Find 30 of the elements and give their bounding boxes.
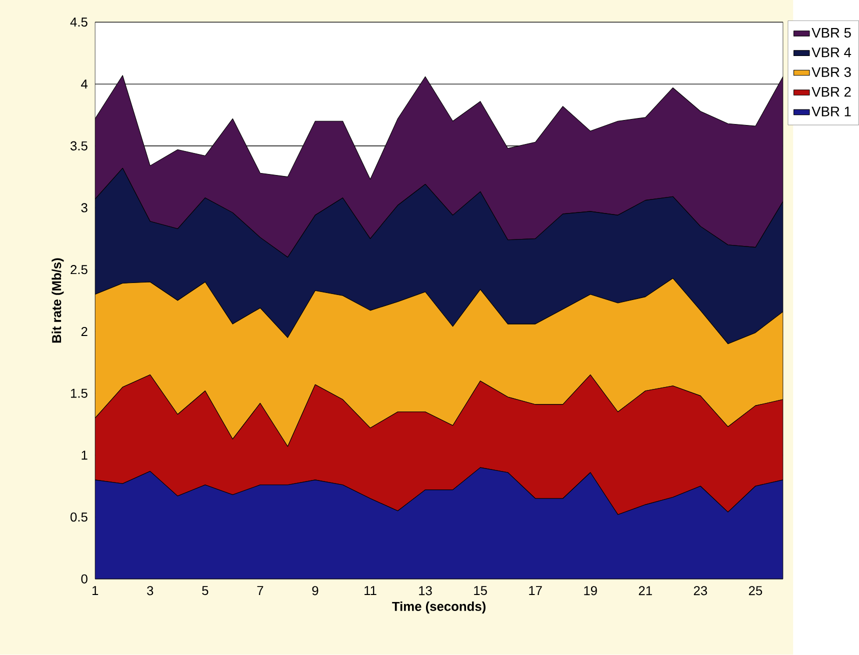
y-tick-label: 2 — [81, 327, 88, 336]
y-tick-label: 2.5 — [70, 265, 88, 274]
x-tick-label: 11 — [364, 586, 376, 596]
legend-label: VBR 5 — [812, 28, 851, 38]
legend-label: VBR 1 — [812, 106, 851, 116]
y-tick-label: 3 — [81, 203, 88, 212]
x-axis-title: Time (seconds) — [392, 602, 486, 614]
y-tick-label: 1.5 — [71, 389, 88, 398]
y-tick-label: 0 — [81, 574, 88, 584]
x-tick-label: 17 — [529, 586, 542, 596]
legend-label: VBR 4 — [812, 48, 852, 58]
x-tick-label: 13 — [419, 586, 432, 596]
legend-label: VBR 2 — [812, 87, 851, 97]
x-tick-label: 1 — [92, 586, 98, 596]
y-tick-label: 1 — [82, 450, 88, 460]
x-tick-label: 9 — [312, 586, 318, 596]
y-tick-label: 4 — [81, 80, 88, 89]
x-tick-label: 21 — [638, 586, 652, 596]
x-tick-label: 3 — [147, 586, 154, 596]
x-tick-label: 25 — [748, 586, 762, 596]
x-tick-label: 7 — [257, 586, 264, 596]
legend-label: VBR 3 — [812, 67, 851, 78]
x-tick-label: 15 — [474, 586, 487, 596]
y-tick-label: 4.5 — [70, 18, 88, 27]
y-tick-label: 0.5 — [70, 512, 88, 522]
y-tick-label: 3.5 — [70, 142, 88, 151]
y-axis-title: Bit rate (Mb/s) — [52, 258, 64, 343]
x-tick-label: 23 — [694, 586, 708, 596]
x-tick-label: 19 — [584, 586, 597, 596]
x-tick-label: 5 — [202, 586, 208, 596]
